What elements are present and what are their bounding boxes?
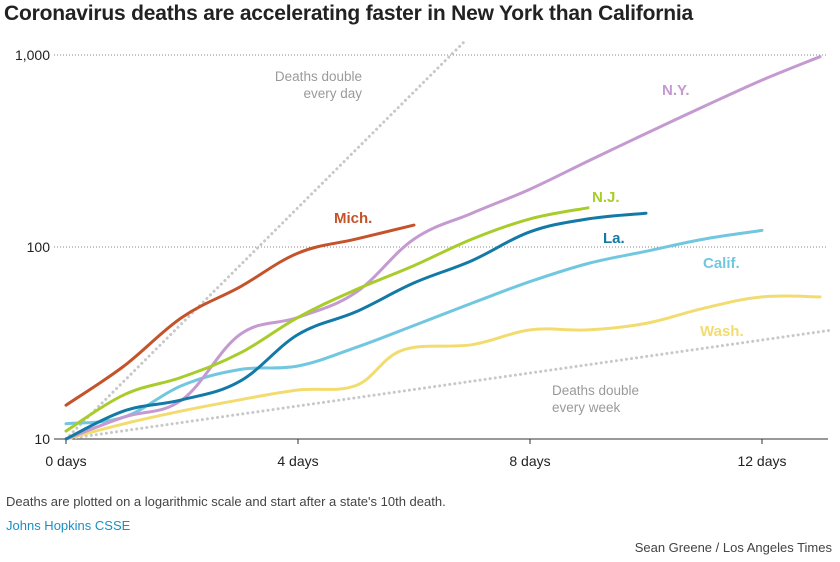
series-label-calif: Calif. xyxy=(703,255,740,272)
series-line-la xyxy=(64,211,648,441)
reference-line-deaths-double-every-day xyxy=(64,38,468,441)
annotation-line: every week xyxy=(552,400,621,415)
chart: 10 100 1,000 0 days 4 days 8 days 12 days Mich… xyxy=(15,38,834,469)
reference-line-deaths-double-every-week xyxy=(64,328,834,441)
annotation-line: every day xyxy=(303,86,362,101)
annotation-line: Deaths double xyxy=(552,383,639,398)
series-label-mich: Mich. xyxy=(334,210,372,227)
source-link[interactable]: Johns Hopkins CSSE xyxy=(6,518,131,533)
x-tick-label: 12 days xyxy=(737,453,786,469)
series-line-calif xyxy=(64,228,764,426)
chart-title: Coronavirus deaths are accelerating fast… xyxy=(4,2,693,25)
x-tick-label: 8 days xyxy=(509,453,550,469)
series-line-mich xyxy=(64,223,416,407)
series-line-n-j xyxy=(64,206,590,433)
chart-footnote: Deaths are plotted on a logarithmic scal… xyxy=(6,494,446,509)
credit-line: Sean Greene / Los Angeles Times xyxy=(634,540,832,555)
x-tick-label: 0 days xyxy=(45,453,86,469)
annotation-line: Deaths double xyxy=(275,69,362,84)
series-label-n-y: N.Y. xyxy=(662,82,690,99)
y-tick-label: 10 xyxy=(34,431,50,447)
annotation-double-week: Deaths double every week xyxy=(552,383,639,415)
series-label-wash: Wash. xyxy=(700,323,744,340)
series-label-la: La. xyxy=(603,230,625,247)
y-tick-label: 100 xyxy=(27,239,51,255)
series-label-n-j: N.J. xyxy=(592,189,620,206)
y-tick-label: 1,000 xyxy=(15,47,50,63)
annotation-double-day: Deaths double every day xyxy=(275,69,362,101)
series-line-n-y xyxy=(64,55,822,441)
series-line-wash xyxy=(64,294,822,441)
x-tick-label: 4 days xyxy=(277,453,318,469)
